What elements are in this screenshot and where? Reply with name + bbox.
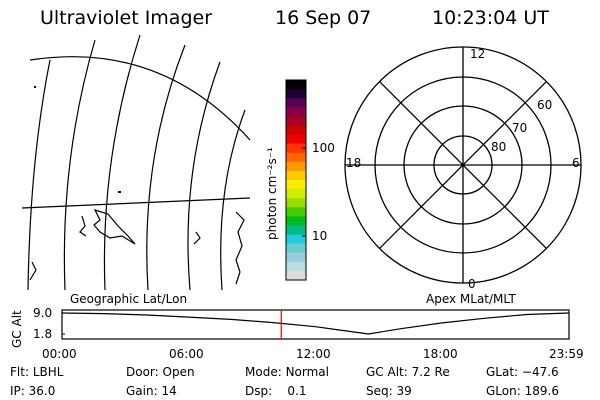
colorbar-swatch — [286, 216, 306, 226]
colorbar-swatch — [286, 80, 306, 90]
info-mode: Mode: Normal — [245, 365, 329, 379]
timeline-xtick-0000: 00:00 — [42, 347, 77, 361]
colorbar-swatch — [286, 143, 306, 154]
lat-label-70: 70 — [512, 121, 528, 135]
info-flt: Flt: LBHL — [10, 365, 64, 379]
info-door: Door: Open — [126, 365, 195, 379]
coastline — [29, 261, 37, 281]
date-label: 16 Sep 07 — [275, 7, 372, 29]
coastline — [235, 211, 245, 285]
timeline-xtick-1200: 12:00 — [296, 347, 331, 361]
meridian-line — [146, 44, 186, 291]
colorbar-swatch — [286, 180, 306, 190]
lat-label-80: 80 — [491, 140, 507, 154]
map-point — [118, 191, 121, 193]
mlt-line-diagonal — [379, 81, 547, 249]
colorbar-swatch — [286, 125, 306, 136]
timeline-xtick-1800: 18:00 — [423, 347, 458, 361]
info-gain: Gain: 14 — [126, 384, 177, 398]
colorbar-swatch — [286, 225, 306, 236]
colorbar-swatch — [286, 161, 306, 172]
info-dsp: Dsp: 0.1 — [245, 384, 307, 398]
latitude-line — [21, 197, 251, 209]
colorbar — [285, 79, 307, 281]
colorbar-swatch — [286, 198, 306, 208]
meridian-line — [220, 109, 246, 291]
info-seq: Seq: 39 — [366, 384, 412, 398]
colorbar-tick-100: 100 — [312, 141, 335, 155]
timeline-xtick-0600: 06:00 — [169, 347, 204, 361]
map-point — [34, 86, 36, 88]
altitude-curve — [61, 312, 569, 335]
timeline-ytick-top: 9.0 — [33, 306, 53, 320]
polar-label: Apex MLat/MLT — [426, 292, 516, 306]
timeline-xtick-2359: 23:59 — [549, 347, 584, 361]
info-gc-alt: GC Alt: 7.2 Re — [366, 365, 450, 379]
colorbar-swatch — [286, 207, 306, 217]
colorbar-swatch — [286, 134, 306, 145]
colorbar-swatch — [286, 98, 306, 108]
colorbar-swatch — [286, 107, 306, 117]
colorbar-swatch — [286, 234, 306, 245]
time-label: 10:23:04 UT — [432, 7, 549, 29]
geographic-label: Geographic Lat/Lon — [70, 292, 188, 306]
timeline-ytick-bottom: 1.8 — [33, 327, 53, 341]
colorbar-swatch — [286, 170, 306, 181]
mlt-label-0: 0 — [468, 277, 476, 291]
colorbar-swatch — [286, 261, 306, 272]
meridian-line — [63, 39, 96, 291]
colorbar-swatch — [286, 243, 306, 254]
info-glon: GLon: 189.6 — [486, 384, 559, 398]
timeline-ylabel: GC Alt — [10, 310, 24, 348]
colorbar-frame — [285, 79, 307, 281]
colorbar-unit-label: photon cm⁻²s⁻¹ — [265, 147, 279, 240]
coastline — [79, 215, 87, 237]
lat-label-60: 60 — [537, 98, 553, 112]
colorbar-tick-10: 10 — [312, 229, 328, 243]
timeline-frame — [61, 309, 570, 340]
info-ip: IP: 36.0 — [10, 384, 56, 398]
mlt-label-6: 6 — [572, 156, 580, 170]
instrument-title: Ultraviolet Imager — [40, 7, 213, 29]
meridian-line — [187, 61, 221, 291]
mlt-label-18: 18 — [346, 156, 362, 170]
colorbar-swatch — [286, 152, 306, 163]
colorbar-swatch — [286, 189, 306, 199]
coastline — [93, 209, 136, 245]
latitude-line — [29, 56, 251, 141]
coastline — [193, 231, 201, 245]
colorbar-swatch — [286, 252, 306, 263]
info-glat: GLat: −47.6 — [486, 365, 559, 379]
meridian-line — [27, 59, 51, 291]
colorbar-swatch — [286, 270, 306, 281]
mlt-label-12: 12 — [470, 47, 486, 61]
colorbar-swatch — [286, 89, 306, 99]
colorbar-swatch — [286, 116, 306, 126]
meridian-line — [103, 34, 141, 291]
polar-plot — [344, 46, 582, 284]
